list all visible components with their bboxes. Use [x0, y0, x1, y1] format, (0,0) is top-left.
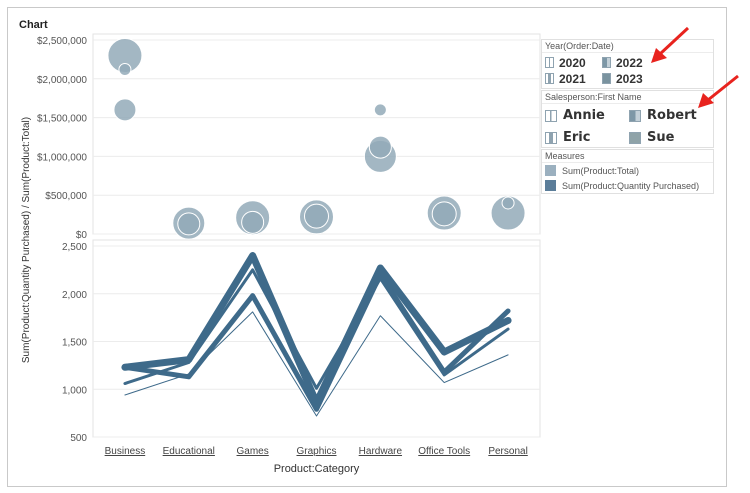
- year-legend-header: Year(Order:Date): [542, 40, 713, 53]
- x-axis-label: Product:Category: [274, 463, 360, 475]
- bottom-tick-label: 500: [70, 433, 87, 444]
- category-tick-label: Hardware: [359, 446, 403, 457]
- bottom-tick-label: 1,500: [62, 338, 87, 349]
- category-tick-label: Educational: [163, 446, 215, 457]
- measures-legend: Measures Sum(Product:Total) Sum(Product:…: [541, 149, 714, 194]
- salesperson-swatch-icon: [629, 131, 641, 144]
- bottom-tick-label: 1,000: [62, 385, 87, 396]
- salesperson-swatch-icon: [545, 131, 557, 144]
- category-tick-label: Graphics: [296, 446, 336, 457]
- year-item-2022[interactable]: 2022: [602, 55, 702, 70]
- chart-frame: [7, 7, 727, 487]
- salesperson-item-eric[interactable]: Eric: [545, 130, 629, 145]
- category-tick-label: Business: [105, 446, 146, 457]
- chart-title: Chart: [19, 19, 48, 31]
- category-tick-label: Games: [237, 446, 269, 457]
- top-tick-label: $1,000,000: [37, 152, 87, 163]
- category-tick-label: Personal: [488, 446, 527, 457]
- bubble-point: [118, 62, 132, 76]
- year-label: 2020: [559, 55, 586, 70]
- year-item-2021[interactable]: 2021: [545, 71, 602, 86]
- salesperson-legend-header: Salesperson:First Name: [542, 91, 713, 104]
- bubble-point: [368, 135, 392, 159]
- year-item-2023[interactable]: 2023: [602, 71, 702, 86]
- measure-swatch-icon: [545, 180, 556, 191]
- series-line: [123, 268, 510, 390]
- year-item-2020[interactable]: 2020: [545, 55, 602, 70]
- bubble-point: [304, 203, 329, 229]
- top-tick-label: $0: [76, 230, 88, 241]
- salesperson-item-annie[interactable]: Annie: [545, 108, 629, 123]
- year-label: 2021: [559, 71, 586, 86]
- bubble-point: [490, 195, 526, 231]
- salesperson-item-robert[interactable]: Robert: [629, 108, 715, 123]
- category-tick-label: Office Tools: [418, 446, 470, 457]
- year-swatch-icon: [602, 57, 611, 68]
- measure-swatch-icon: [545, 165, 556, 176]
- top-tick-label: $500,000: [45, 191, 87, 202]
- year-label: 2022: [616, 55, 643, 70]
- bottom-tick-label: 2,000: [62, 290, 87, 301]
- measure-item-quantity[interactable]: Sum(Product:Quantity Purchased): [542, 178, 713, 193]
- salesperson-label: Robert: [647, 108, 697, 123]
- series-line: [122, 272, 511, 412]
- year-swatch-icon: [545, 73, 554, 84]
- salesperson-swatch-icon: [545, 109, 557, 122]
- measure-item-total[interactable]: Sum(Product:Total): [542, 163, 713, 178]
- bubble-point: [431, 201, 457, 227]
- bottom-tick-label: 2,500: [62, 242, 87, 253]
- bubble-point: [177, 212, 201, 236]
- bubble-point: [373, 103, 387, 117]
- bubble-point: [113, 98, 137, 122]
- salesperson-swatch-icon: [629, 109, 641, 122]
- salesperson-label: Annie: [563, 108, 605, 123]
- series-line: [121, 252, 512, 407]
- measures-legend-header: Measures: [542, 150, 713, 163]
- top-tick-label: $2,500,000: [37, 36, 87, 47]
- year-label: 2023: [616, 71, 643, 86]
- top-tick-label: $1,500,000: [37, 114, 87, 125]
- salesperson-item-sue[interactable]: Sue: [629, 130, 715, 145]
- salesperson-legend: Salesperson:First Name Annie Robert Eric…: [541, 90, 714, 148]
- measure-label: Sum(Product:Total): [562, 165, 640, 176]
- legend-panel: Year(Order:Date) 2020 2022 2021 2023 Sal…: [541, 39, 714, 195]
- bubble-point: [241, 210, 265, 234]
- year-legend: Year(Order:Date) 2020 2022 2021 2023: [541, 39, 714, 89]
- salesperson-label: Eric: [563, 130, 591, 145]
- year-swatch-icon: [602, 73, 611, 84]
- bubble-point: [501, 196, 515, 210]
- salesperson-label: Sue: [647, 130, 675, 145]
- y-axis-label: Sum(Product:Quantity Purchased) / Sum(Pr…: [21, 117, 32, 363]
- measure-label: Sum(Product:Quantity Purchased): [562, 180, 700, 191]
- year-swatch-icon: [545, 57, 554, 68]
- top-tick-label: $2,000,000: [37, 75, 87, 86]
